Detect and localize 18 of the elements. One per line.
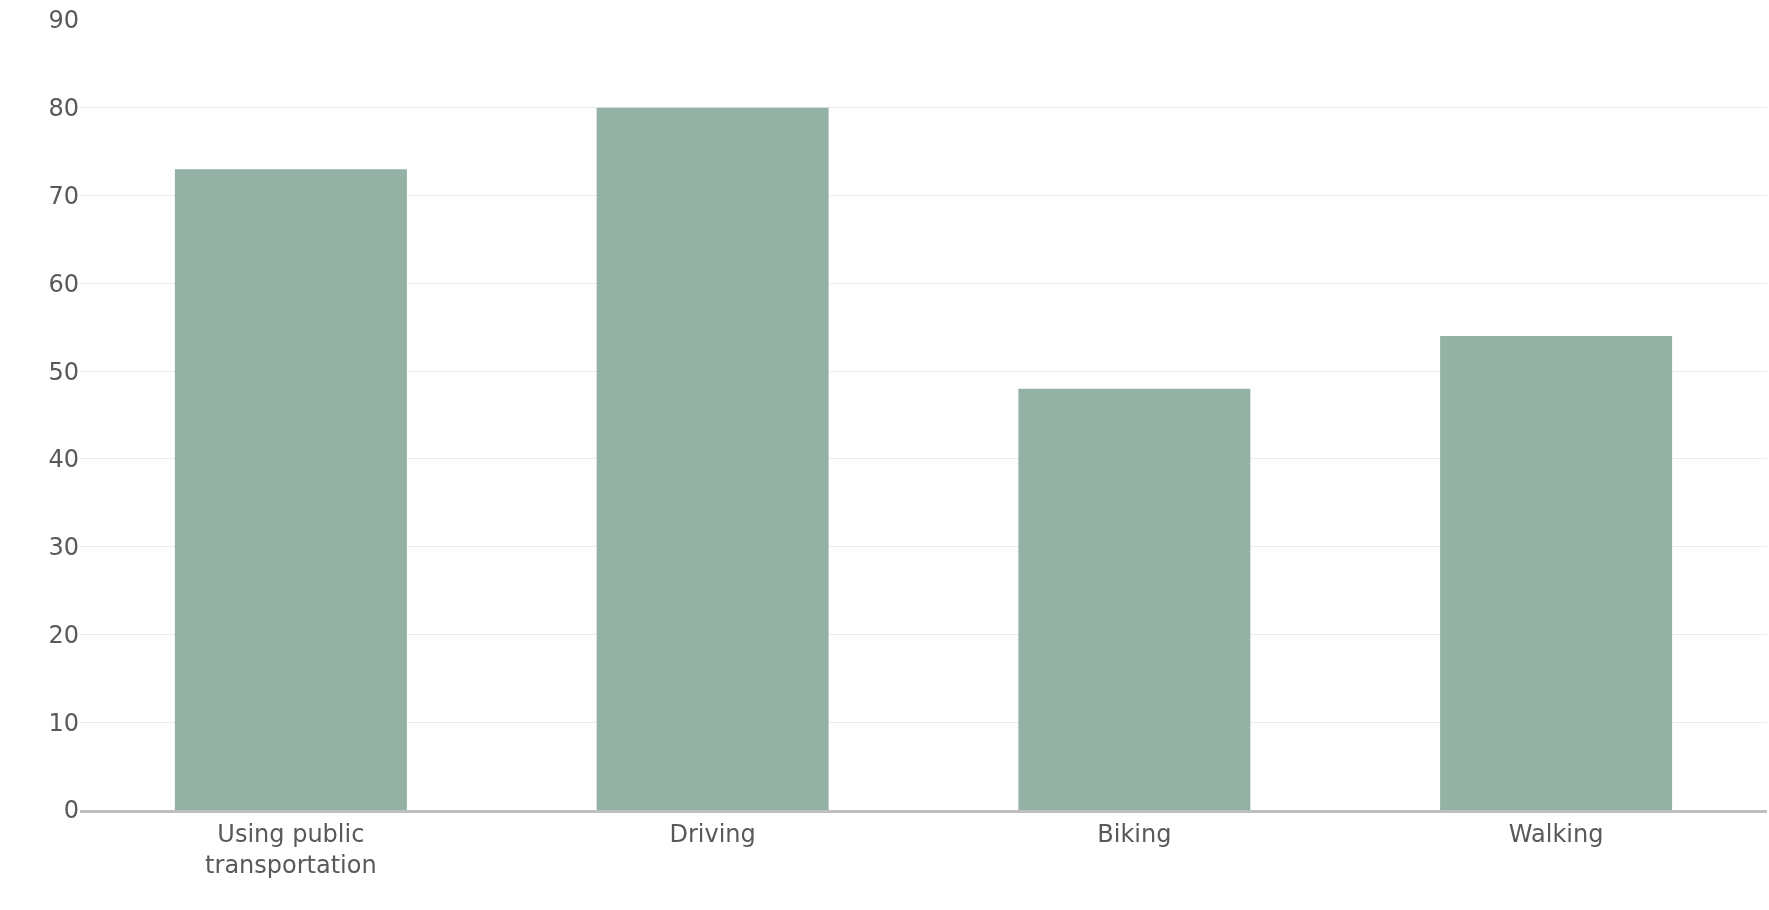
y-tick-label: 0 (63, 796, 79, 825)
y-tick-label: 80 (48, 94, 79, 123)
y-tick-label: 60 (48, 269, 79, 298)
y-tick-label: 50 (48, 357, 79, 386)
bar (596, 107, 829, 810)
x-tick-label: Walking (1508, 819, 1604, 848)
bar (1018, 388, 1251, 810)
y-tick-label: 40 (48, 445, 79, 474)
x-tick-label: Driving (669, 819, 756, 848)
y-tick-label: 20 (48, 620, 79, 649)
bar (174, 169, 407, 810)
y-tick-label: 30 (48, 533, 79, 562)
y-tick-label: 70 (48, 181, 79, 210)
x-tick-label: Biking (1097, 819, 1172, 848)
y-tick-label: 90 (48, 6, 79, 35)
bar (1440, 336, 1673, 810)
x-tick-label: Using public transportation (205, 819, 377, 879)
y-tick-label: 10 (48, 708, 79, 737)
